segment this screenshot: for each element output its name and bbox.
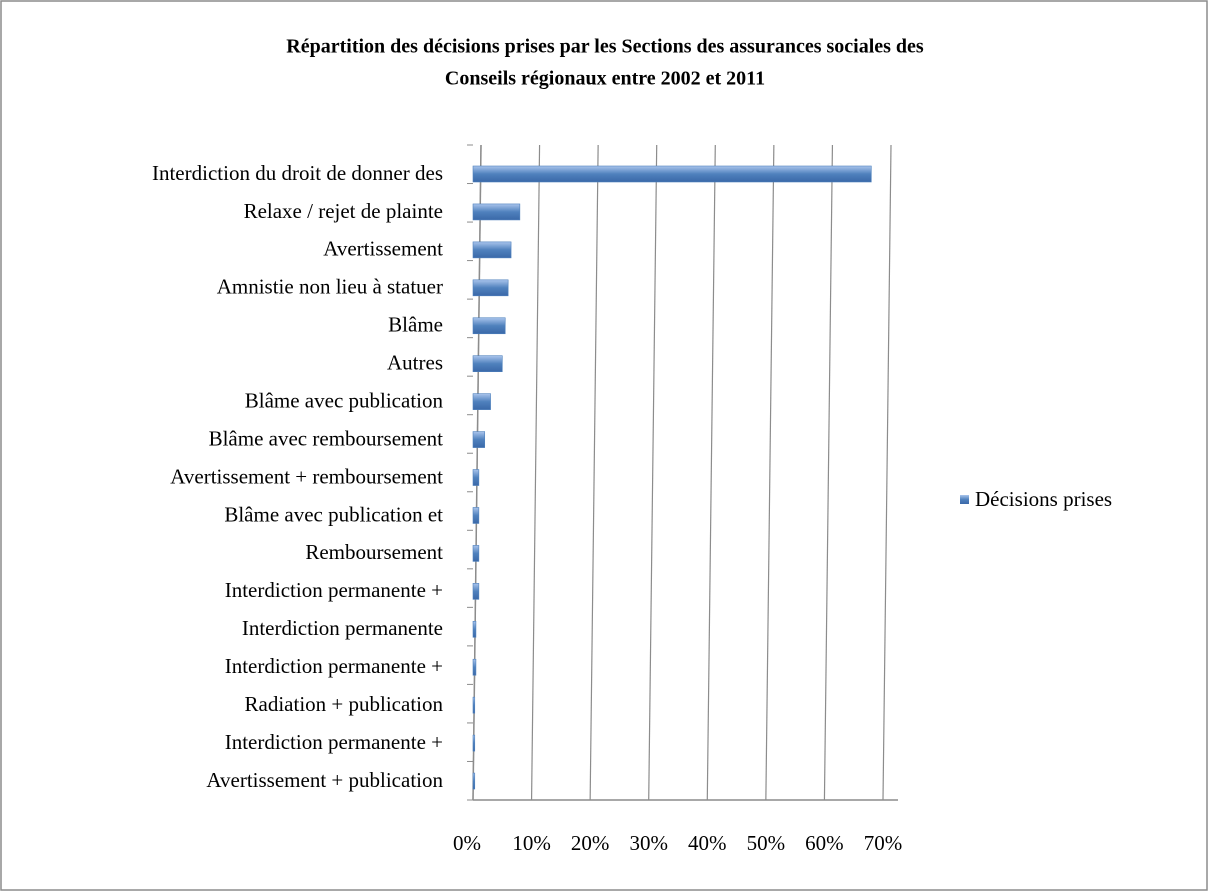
bar [472, 279, 509, 297]
grid-line [706, 144, 716, 801]
bar [472, 431, 486, 448]
y-tick-label: Interdiction du droit de donner des [152, 161, 443, 185]
bar [472, 469, 480, 486]
grid-line [589, 144, 599, 801]
x-tick-label: 50% [747, 831, 786, 855]
legend-swatch [960, 495, 969, 504]
bar [472, 620, 477, 638]
y-tick-label: Blâme avec publication et [224, 502, 443, 526]
bar [472, 545, 480, 562]
y-tick-label: Blâme avec publication [245, 388, 444, 412]
bar [472, 165, 872, 183]
bar [472, 772, 476, 790]
chart-title: Répartition des décisions prises par les… [286, 36, 924, 58]
y-tick-label: Interdiction permanente [242, 616, 443, 640]
grid-line [530, 144, 541, 801]
x-tick-label: 30% [629, 831, 668, 855]
y-tick-label: Relaxe / rejet de plainte [244, 199, 443, 223]
bar [472, 658, 477, 676]
bar [472, 734, 476, 752]
y-tick-label: Autres [387, 351, 443, 375]
bar [472, 507, 480, 524]
x-tick-label: 40% [688, 831, 727, 855]
grid-line [765, 144, 775, 801]
grid-line [823, 144, 834, 801]
y-tick-label: Amnistie non lieu à statuer [217, 275, 443, 299]
y-tick-label: Interdiction permanente + [225, 654, 443, 678]
bar [472, 317, 506, 335]
bar [472, 393, 491, 410]
y-tick-label: Interdiction permanente + [225, 578, 443, 602]
bar [472, 355, 503, 373]
y-tick-label: Interdiction permanente + [225, 730, 443, 754]
bar [472, 241, 512, 259]
x-tick-label: 0% [453, 831, 481, 855]
y-tick-label: Avertissement [323, 237, 443, 261]
y-tick-label: Blâme avec remboursement [209, 426, 444, 450]
bar [472, 583, 480, 600]
bar [472, 696, 476, 714]
grid-line [882, 144, 892, 801]
x-tick-label: 20% [571, 831, 610, 855]
chart-title: Conseils régionaux entre 2002 et 2011 [445, 68, 765, 90]
legend-label: Décisions prises [975, 487, 1112, 511]
y-tick-label: Blâme [388, 313, 443, 337]
x-tick-label: 10% [512, 831, 551, 855]
y-tick-label: Radiation + publication [245, 692, 444, 716]
y-tick-label: Avertissement + remboursement [170, 464, 443, 488]
y-tick-label: Remboursement [305, 540, 443, 564]
grid-line [648, 144, 658, 801]
bar [472, 203, 521, 221]
y-tick-label: Avertissement + publication [206, 768, 443, 792]
x-tick-label: 70% [864, 831, 903, 855]
x-tick-label: 60% [805, 831, 844, 855]
